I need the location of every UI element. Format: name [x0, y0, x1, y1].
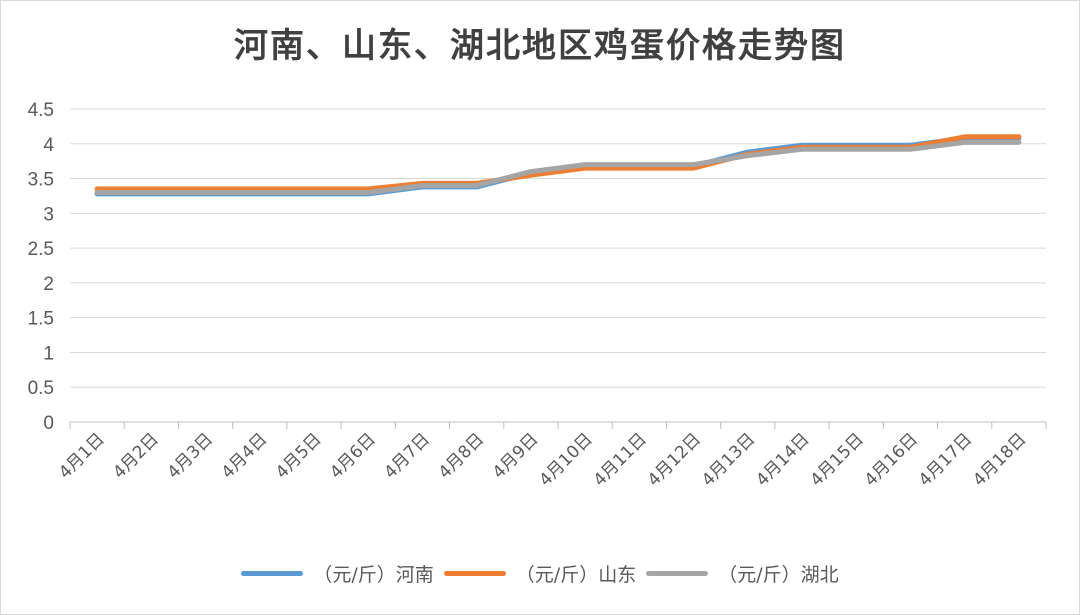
x-tick-label: 4月16日: [861, 429, 922, 490]
x-tick-label: 4月1日: [55, 429, 108, 482]
x-tick-label: 4月17日: [915, 429, 976, 490]
legend-swatch-hubei: [646, 570, 709, 576]
series-line-hubei: [94, 139, 1022, 195]
legend-label-shandong: （元/斤）山东: [515, 563, 637, 586]
legend-label-hubei: （元/斤）湖北: [718, 563, 839, 586]
legend-item-shandong: （元/斤）山东: [443, 560, 637, 587]
legend-label-henan: （元/斤）河南: [313, 563, 434, 586]
legend-item-henan: （元/斤）河南: [241, 560, 434, 587]
x-tick-label: 4月15日: [807, 429, 868, 490]
x-tick-label: 4月11日: [590, 429, 651, 490]
y-tick-label: 4.5: [28, 100, 54, 121]
x-axis: 4月1日 4月2日 4月3日 4月4日 4月5日 4月6日 4月7日 4月8日 4月9日4月10…: [55, 421, 1047, 491]
y-tick-label: 0: [43, 413, 54, 434]
series-lines: [94, 134, 1022, 197]
x-tick-label: 4月4日: [218, 429, 271, 482]
legend-item-hubei: （元/斤）湖北: [646, 560, 839, 587]
y-tick-label: 1: [43, 343, 54, 364]
x-tick-label: 4月8日: [435, 429, 488, 482]
x-tick-label: 4月2日: [109, 429, 162, 482]
gridlines: [70, 108, 1046, 388]
y-tick-label: 3.5: [28, 170, 54, 191]
y-tick-label: 3: [43, 204, 54, 225]
x-tick-label: 4月10日: [536, 429, 597, 490]
y-tick-label: 2.5: [28, 239, 54, 260]
chart-title: 河南、山东、湖北地区鸡蛋价格走势图: [234, 26, 846, 66]
x-tick-label: 4月9日: [489, 429, 542, 482]
y-tick-label: 2: [43, 274, 54, 295]
y-tick-label: 0.5: [28, 378, 54, 399]
x-tick-label: 4月18日: [969, 429, 1030, 490]
x-tick-label: 4月5日: [272, 429, 325, 482]
x-tick-label: 4月7日: [380, 429, 433, 482]
x-tick-label: 4月6日: [326, 429, 379, 482]
y-tick-label: 4: [43, 135, 54, 156]
y-axis-ticks: 0 0.5 1 1.5 2 2.5 3 3.5 4 4.5: [28, 100, 55, 434]
x-tick-label: 4月13日: [698, 429, 759, 490]
x-tick-label: 4月12日: [644, 429, 705, 490]
y-tick-label: 1.5: [28, 309, 54, 330]
legend: （元/斤）河南 （元/斤）山东 （元/斤）湖北: [0, 558, 1080, 588]
legend-swatch-henan: [241, 570, 304, 576]
x-tick-label: 4月14日: [752, 429, 813, 490]
x-tick-label: 4月3日: [164, 429, 217, 482]
legend-swatch-shandong: [443, 570, 506, 576]
